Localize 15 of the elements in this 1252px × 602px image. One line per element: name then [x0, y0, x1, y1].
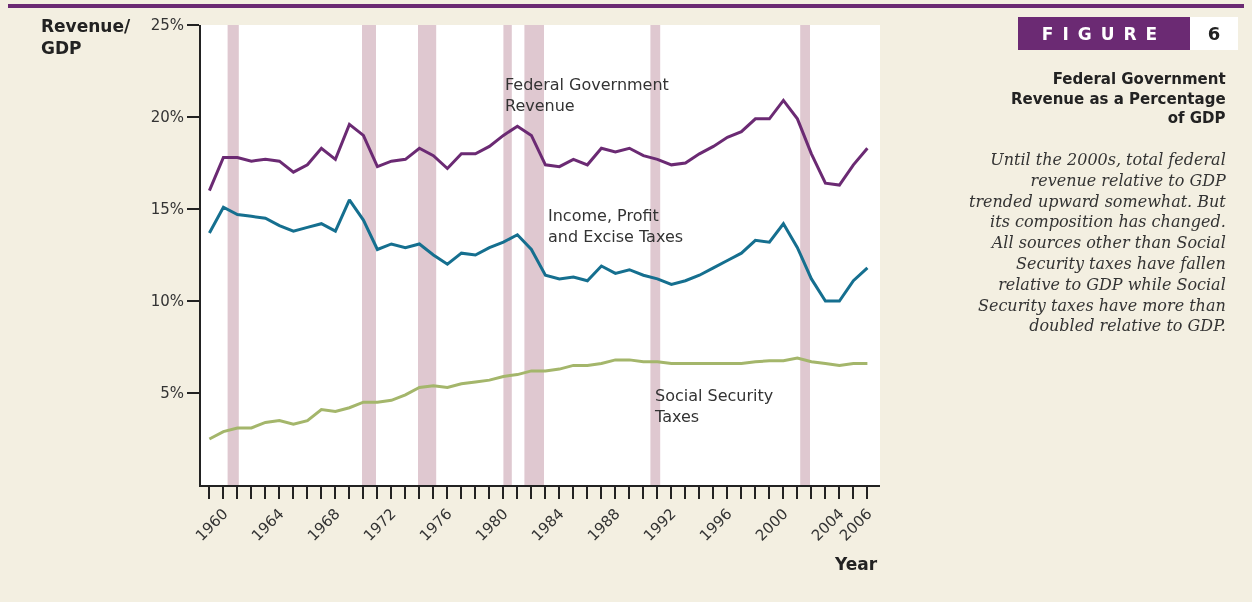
- y-tick-label: 10%: [150, 292, 184, 311]
- text: Federal Government Revenue as a Percentage of GDP: [1011, 70, 1226, 127]
- series-label: Income, Profit and Excise Taxes: [548, 206, 684, 246]
- y-tick-label: 20%: [150, 108, 184, 127]
- y-tick-label: 5%: [160, 384, 184, 403]
- series-label: Social Security Taxes: [654, 386, 774, 426]
- line-series: [207, 356, 869, 441]
- series-label: Federal Government Revenue: [505, 75, 669, 115]
- x-axis-title: Year: [834, 554, 878, 574]
- line-series: [207, 98, 869, 193]
- y-tick-label: 25%: [150, 16, 184, 35]
- line-series: [207, 198, 869, 303]
- y-tick-label: 15%: [150, 200, 184, 219]
- y-axis-title: Revenue/ GDP: [41, 16, 131, 59]
- text: Until the 2000s, total federal revenue relative to GDP trended upward somewhat. But its composition has changed. All sources other than Social Security taxes have fallen relative to GDP while Social Security taxes have more than doubled relative to GDP.: [969, 150, 1226, 336]
